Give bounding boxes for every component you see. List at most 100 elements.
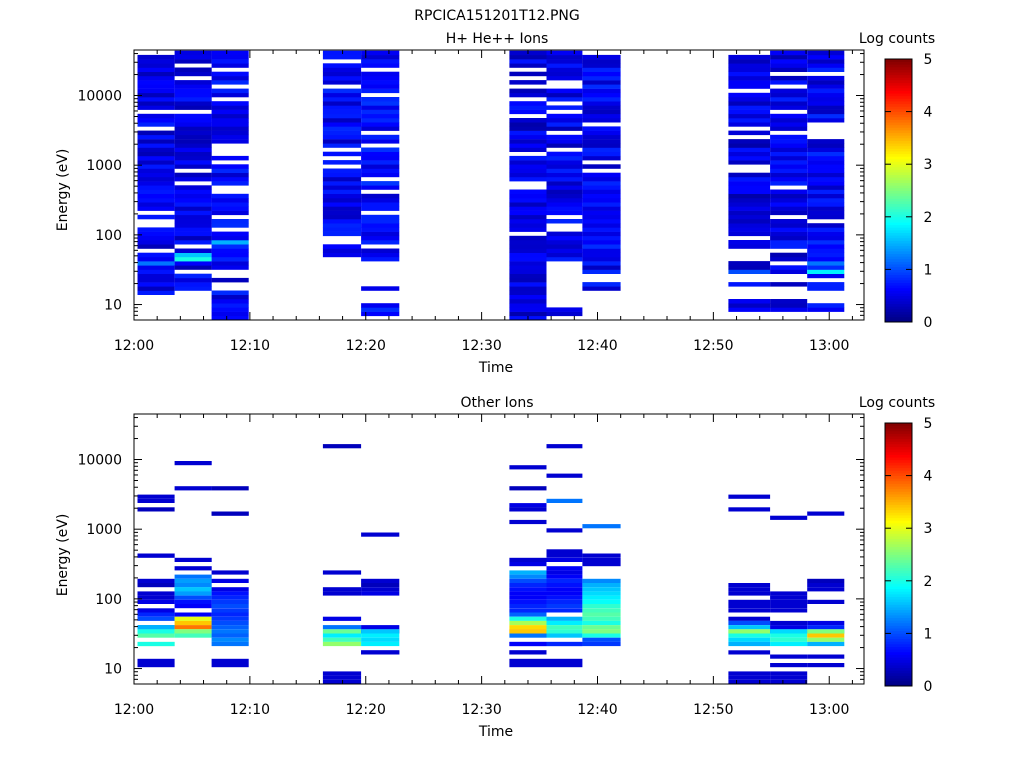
spectrogram-cell	[728, 282, 771, 287]
spectrogram-cell	[509, 54, 547, 60]
colorbar-segment	[885, 438, 912, 442]
spectrogram-cell	[137, 231, 175, 237]
colorbar-segment	[885, 451, 912, 455]
spectrogram-cell	[770, 122, 808, 127]
colorbar-segment	[885, 256, 912, 260]
x-tick-label: 13:00	[809, 702, 849, 718]
colorbar-segment	[885, 132, 912, 136]
spectrogram-cell	[361, 198, 400, 203]
colorbar-segment	[885, 609, 912, 613]
spectrogram-cell	[211, 139, 249, 144]
spectrogram-cell	[509, 155, 547, 161]
spectrogram-cell	[807, 625, 845, 630]
spectrogram-cell	[546, 633, 583, 638]
spectrogram-cell	[582, 265, 621, 270]
colorbar-segment	[885, 187, 912, 191]
spectrogram-cell	[137, 151, 175, 157]
spectrogram-cell	[582, 235, 621, 241]
spectrogram-cell	[770, 143, 808, 148]
spectrogram-cell	[546, 118, 583, 123]
spectrogram-cell	[728, 189, 771, 194]
x-tick-label: 12:30	[461, 702, 501, 718]
spectrogram-cell	[509, 277, 547, 283]
spectrogram-cell	[174, 219, 212, 224]
spectrogram-cell	[361, 50, 400, 56]
colorbar-segment	[885, 248, 912, 252]
colorbar-segment	[885, 303, 912, 307]
spectrogram-cell	[807, 105, 845, 110]
spectrogram-cell	[770, 59, 808, 64]
colorbar-segment	[885, 433, 912, 437]
spectrogram-cell	[509, 608, 547, 613]
colorbar-segment	[885, 596, 912, 600]
spectrogram-cell	[770, 303, 808, 308]
spectrogram-cell	[770, 599, 808, 604]
spectrogram-cell	[509, 143, 547, 148]
spectrogram-cell	[807, 654, 845, 659]
spectrogram-cell	[361, 134, 400, 140]
colorbar-frame	[884, 422, 913, 687]
spectrogram-cell	[509, 503, 547, 508]
spectrogram-cell	[728, 160, 771, 165]
colorbar-segment	[885, 137, 912, 141]
spectrogram-cell	[509, 294, 547, 300]
spectrogram-cell	[322, 134, 362, 140]
spectrogram-cell	[137, 214, 175, 220]
spectrogram-cell	[174, 282, 212, 287]
spectrogram-cell	[509, 507, 547, 512]
spectrogram-cell	[509, 71, 547, 77]
colorbar-segment	[885, 520, 912, 524]
spectrogram-cell	[770, 282, 808, 287]
spectrogram-cell	[509, 574, 547, 579]
y-tick-label: 1000	[86, 522, 122, 538]
colorbar-segment	[885, 678, 912, 682]
spectrogram-cell	[174, 126, 212, 131]
spectrogram-cell	[174, 286, 212, 291]
spectrogram-cell	[582, 80, 621, 85]
spectrogram-cell	[322, 176, 362, 182]
colorbar-segment	[885, 612, 912, 616]
spectrogram-cell	[770, 654, 808, 659]
spectrogram-cell	[174, 486, 212, 491]
spectrogram-cell	[137, 612, 175, 617]
colorbar-segment	[885, 229, 912, 233]
spectrogram-cell	[211, 620, 249, 626]
spectrogram-cell	[546, 231, 583, 237]
spectrogram-cell	[807, 67, 845, 72]
spectrogram-cell	[211, 109, 249, 115]
spectrogram-cell	[546, 244, 583, 249]
spectrogram-cell	[211, 118, 249, 123]
spectrogram-cell	[582, 240, 621, 245]
panel-1-y-axis-label: Energy (eV)	[55, 149, 71, 232]
spectrogram-cell	[807, 84, 845, 89]
spectrogram-cell	[807, 282, 845, 287]
spectrogram-cell	[361, 109, 400, 115]
spectrogram-cell	[174, 604, 212, 609]
spectrogram-cell	[582, 269, 621, 274]
colorbar-segment	[885, 114, 912, 118]
spectrogram-cell	[322, 587, 362, 592]
spectrogram-cell	[582, 629, 621, 634]
spectrogram-cell	[582, 202, 621, 207]
spectrogram-cell	[509, 63, 547, 68]
spectrogram-cell	[174, 176, 212, 182]
spectrogram-cell	[582, 147, 621, 152]
spectrogram-cell	[807, 59, 845, 64]
spectrogram-cell	[546, 256, 583, 262]
spectrogram-cell	[546, 185, 583, 190]
x-tick-label: 12:10	[230, 338, 270, 354]
spectrogram-cell	[770, 155, 808, 161]
x-tick-label: 12:00	[114, 702, 154, 718]
spectrogram-cell	[322, 219, 362, 224]
spectrogram-cell	[807, 269, 845, 274]
spectrogram-cell	[322, 50, 362, 56]
colorbar-tick-label: 1	[924, 262, 933, 278]
spectrogram-cell	[728, 202, 771, 207]
spectrogram-cell	[211, 591, 249, 596]
colorbar-segment	[885, 636, 912, 640]
spectrogram-cell	[728, 59, 771, 64]
colorbar-segment	[885, 101, 912, 105]
spectrogram-cell	[546, 54, 583, 60]
colorbar-segment	[885, 211, 912, 215]
spectrogram-cell	[807, 273, 845, 279]
